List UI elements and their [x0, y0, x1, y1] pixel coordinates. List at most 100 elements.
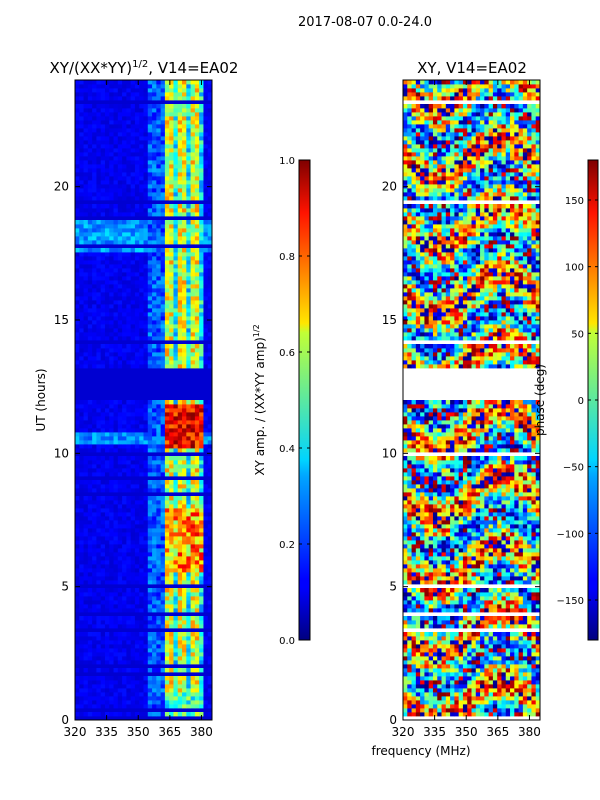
heatmap-cell	[177, 88, 183, 93]
heatmap-cell	[207, 712, 213, 717]
heatmap-cell	[109, 428, 114, 433]
heatmap-cell	[497, 652, 502, 657]
heatmap-cell	[169, 408, 174, 413]
heatmap-cell	[100, 552, 106, 557]
heatmap-cell	[113, 96, 119, 101]
heatmap-cell	[480, 672, 485, 677]
heatmap-cell	[207, 444, 213, 449]
heatmap-cell	[177, 636, 183, 641]
heatmap-cell	[104, 108, 110, 113]
heatmap-cell	[143, 320, 149, 325]
heatmap-cell	[454, 664, 460, 669]
heatmap-cell	[83, 276, 89, 281]
heatmap-cell	[156, 464, 162, 469]
heatmap-cell	[92, 692, 97, 697]
heatmap-cell	[190, 660, 196, 665]
heatmap-cell	[182, 704, 187, 709]
heatmap-cell	[194, 496, 200, 501]
heatmap-cell	[160, 152, 166, 157]
heatmap-cell	[207, 212, 213, 217]
heatmap-cell	[411, 696, 417, 701]
heatmap-cell	[462, 696, 468, 701]
heatmap-cell	[428, 688, 434, 693]
heatmap-cell	[143, 532, 149, 537]
heatmap-cell	[130, 532, 136, 537]
heatmap-cell	[126, 184, 132, 189]
heatmap-cell	[126, 248, 132, 253]
heatmap-cell	[428, 712, 434, 717]
heatmap-cell	[75, 400, 80, 405]
heatmap-cell	[190, 600, 196, 605]
heatmap-cell	[96, 236, 102, 241]
heatmap-cell	[147, 316, 153, 321]
heatmap-cell	[87, 160, 93, 165]
heatmap-cell	[514, 668, 519, 673]
heatmap-cell	[109, 236, 114, 241]
heatmap-cell	[160, 576, 166, 581]
heatmap-cell	[488, 684, 494, 689]
heatmap-cell	[113, 564, 119, 569]
heatmap-cell	[134, 528, 140, 533]
heatmap-cell	[169, 596, 174, 601]
heatmap-cell	[134, 496, 140, 501]
heatmap-cell	[147, 172, 153, 177]
heatmap-cell	[186, 696, 191, 701]
heatmap-cell	[134, 240, 140, 245]
heatmap-cell	[79, 684, 84, 689]
heatmap-cell	[458, 700, 464, 705]
heatmap-cell	[83, 132, 89, 137]
heatmap-cell	[173, 648, 179, 653]
heatmap-cell	[522, 672, 528, 677]
heatmap-cell	[156, 108, 162, 113]
heatmap-cell	[83, 620, 89, 625]
heatmap-cell	[407, 684, 412, 689]
x-tick-label: 380	[190, 725, 213, 739]
heatmap-cell	[510, 712, 515, 717]
heatmap-cell	[117, 112, 123, 117]
heatmap-cell	[169, 84, 174, 89]
heatmap-cell	[109, 248, 114, 253]
heatmap-cell	[190, 668, 196, 673]
heatmap-cell	[134, 164, 140, 169]
heatmap-cell	[445, 696, 451, 701]
heatmap-cell	[186, 608, 191, 613]
heatmap-cell	[79, 524, 84, 529]
heatmap-cell	[117, 268, 123, 273]
heatmap-cell	[96, 88, 102, 93]
heatmap-cell	[173, 172, 179, 177]
heatmap-cell	[152, 448, 157, 453]
heatmap-cell	[156, 300, 162, 305]
heatmap-cell	[190, 700, 196, 705]
heatmap-cell	[139, 656, 144, 661]
heatmap-cell	[169, 296, 174, 301]
heatmap-cell	[122, 548, 127, 553]
heatmap-cell	[134, 532, 140, 537]
heatmap-cell	[203, 108, 209, 113]
left-colorbar-label: XY amp. / (XX*YY amp)1/2	[252, 324, 267, 475]
heatmap-cell	[407, 656, 412, 661]
heatmap-cell	[79, 140, 84, 145]
heatmap-cell	[96, 564, 102, 569]
heatmap-cell	[424, 652, 430, 657]
heatmap-cell	[134, 128, 140, 133]
heatmap-cell	[75, 596, 80, 601]
heatmap-cell	[83, 260, 89, 265]
heatmap-cell	[190, 712, 196, 717]
heatmap-cell	[79, 560, 84, 565]
heatmap-cell	[83, 460, 89, 465]
heatmap-cell	[87, 532, 93, 537]
heatmap-cell	[518, 696, 524, 701]
heatmap-cell	[113, 88, 119, 93]
heatmap-cell	[126, 576, 132, 581]
heatmap-cell	[177, 620, 183, 625]
heatmap-cell	[169, 160, 174, 165]
heatmap-cell	[126, 596, 132, 601]
heatmap-cell	[160, 596, 166, 601]
heatmap-cell	[169, 292, 174, 297]
heatmap-cell	[147, 320, 153, 325]
heatmap-cell	[156, 364, 162, 369]
heatmap-cell	[122, 464, 127, 469]
heatmap-cell	[160, 156, 166, 161]
heatmap-cell	[480, 668, 485, 673]
heatmap-cell	[75, 484, 80, 489]
